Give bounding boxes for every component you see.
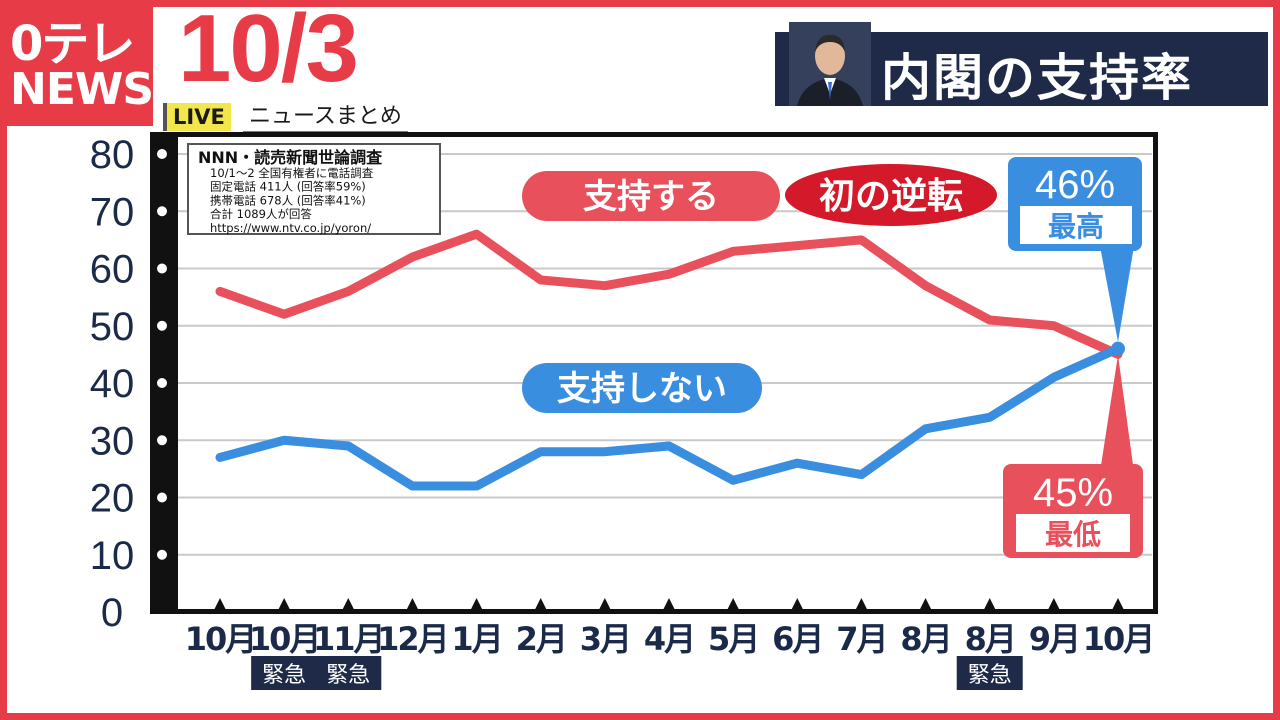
- disapprove-line: [215, 344, 1123, 491]
- x-tick-mark: [341, 598, 356, 612]
- source-box: [187, 143, 441, 235]
- x-tick-label: 7月: [836, 620, 886, 658]
- y-tick-dot: [157, 549, 167, 560]
- x-tick-mark: [1046, 598, 1061, 612]
- emergency-badge: [315, 656, 382, 690]
- y-tick-dot: [157, 320, 167, 331]
- x-tick-label: 8月: [965, 620, 1015, 658]
- x-tick-label: 12月: [377, 620, 448, 658]
- disapprove-label: 支持しない: [557, 369, 727, 409]
- y-tick-label: 80: [90, 133, 135, 177]
- x-tick-mark: [726, 598, 741, 612]
- source-line: 10/1〜2 全国有権者に電話調査: [210, 166, 374, 180]
- y-tick-dot: [157, 263, 167, 274]
- x-tick-label: 3月: [580, 620, 630, 658]
- source-line: 携帯電話 678人 (回答率41%): [210, 193, 366, 207]
- endpoint-marker: [1111, 341, 1125, 356]
- high-callout-pointer: [1100, 246, 1134, 342]
- broadcast-date: 10/3: [178, 0, 359, 102]
- source-line: https://www.ntv.co.jp/yoron/: [210, 221, 371, 235]
- x-tick-label: 10月: [249, 620, 320, 658]
- title-banner: 内閣の支持率: [775, 22, 1268, 107]
- x-tick-label: 1月: [451, 620, 501, 658]
- x-tick-label: 5月: [708, 620, 758, 658]
- x-tick-mark: [405, 598, 420, 612]
- source-line: 合計 1089人が回答: [210, 207, 312, 221]
- approve-label-pill: [522, 171, 780, 221]
- x-tick-label: 9月: [1029, 620, 1079, 658]
- low-callout-pointer: [1100, 355, 1134, 472]
- x-tick-label: 10月: [1083, 620, 1154, 658]
- y-tick-label: 10: [90, 534, 135, 578]
- x-tick-mark: [662, 598, 676, 612]
- high-value: 46%: [1035, 163, 1115, 207]
- y-tick-dot: [157, 149, 167, 159]
- x-tick-mark: [469, 598, 484, 612]
- x-tick-mark: [277, 598, 292, 612]
- high-label-box: [1020, 206, 1132, 244]
- approve-label: 支持する: [583, 177, 719, 217]
- x-tick-label: 6月: [772, 620, 822, 658]
- emergency-badge: [251, 656, 318, 690]
- x-tick-label: 10月: [185, 620, 256, 658]
- y-tick-dot: [157, 206, 167, 217]
- low-value: 45%: [1033, 471, 1113, 515]
- page-title: 内閣の支持率: [881, 49, 1193, 107]
- y-tick-label: 20: [90, 477, 135, 521]
- y-tick-label: 60: [90, 248, 135, 292]
- x-tick-mark: [1111, 598, 1125, 612]
- x-tick-mark: [918, 598, 933, 612]
- low-label-box: [1016, 514, 1130, 552]
- reversal-badge: [785, 164, 997, 226]
- y-tick-label: 40: [90, 362, 135, 406]
- reversal-label: 初の逆転: [819, 176, 963, 217]
- logo-line1: 0テレ: [10, 16, 135, 72]
- disapprove-label-pill: [522, 363, 762, 413]
- approve-line: [215, 229, 1123, 359]
- x-tick-label: 8月: [900, 620, 950, 658]
- x-tick-label: 2月: [516, 620, 566, 658]
- ntv-news-logo: 0テレ NEWS: [0, 0, 154, 126]
- y-tick-dot: [157, 378, 167, 388]
- x-tick-mark: [213, 598, 227, 612]
- emergency-badge: [956, 656, 1023, 690]
- person-avatar-icon: [789, 22, 871, 106]
- logo-line2: NEWS: [10, 64, 154, 115]
- y-tick-label: 70: [90, 190, 135, 234]
- y-tick-label: 50: [90, 305, 135, 349]
- source-line: NNN・読売新聞世論調査: [198, 148, 382, 167]
- x-tick-mark: [854, 598, 869, 612]
- emergency-label: 緊急: [262, 663, 306, 688]
- source-line: 固定電話 411人 (回答率59%): [210, 180, 366, 194]
- live-badge: LIVE: [163, 103, 231, 131]
- x-tick-mark: [790, 598, 805, 612]
- emergency-label: 緊急: [326, 663, 370, 688]
- x-tick-label: 4月: [644, 620, 694, 658]
- x-tick-mark: [597, 598, 612, 612]
- high-label: 最高: [1048, 210, 1104, 243]
- y-tick-label: 0: [101, 591, 123, 635]
- x-tick-label: 11月: [313, 620, 384, 658]
- y-tick-dot: [157, 492, 167, 503]
- emergency-label: 緊急: [968, 663, 1012, 688]
- y-tick-dot: [157, 435, 167, 446]
- x-tick-mark: [533, 598, 548, 612]
- y-tick-label: 30: [90, 419, 135, 463]
- x-tick-mark: [982, 598, 997, 612]
- low-label: 最低: [1045, 518, 1101, 551]
